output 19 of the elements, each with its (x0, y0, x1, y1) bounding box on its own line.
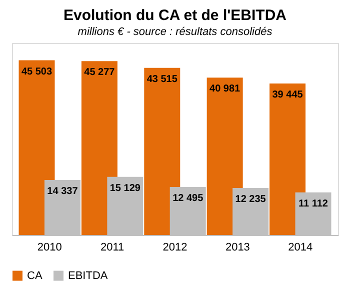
x-tick-label: 2014 (288, 242, 313, 254)
x-tick-label: 2010 (37, 242, 62, 254)
legend-label: CA (27, 270, 43, 282)
x-tick-label: 2013 (225, 242, 250, 254)
data-label: 14 337 (47, 186, 78, 197)
data-label: 45 277 (84, 67, 116, 78)
data-label: 15 129 (110, 182, 141, 194)
x-tick-label: 2011 (100, 242, 124, 254)
x-tick-label: 2012 (162, 242, 188, 254)
chart-subtitle: millions € - source : résultats consolidés (78, 26, 273, 38)
data-label: 11 112 (298, 198, 328, 210)
data-label: 43 515 (146, 74, 178, 85)
data-label: 39 445 (272, 90, 304, 101)
data-label: 12 495 (172, 193, 204, 204)
chart-title: Evolution du CA et de l'EBITDA (63, 7, 287, 24)
legend-label: EBITDA (68, 270, 108, 282)
data-label: 12 235 (235, 194, 266, 206)
data-label: 40 981 (210, 84, 241, 95)
data-label: 45 503 (21, 66, 52, 78)
